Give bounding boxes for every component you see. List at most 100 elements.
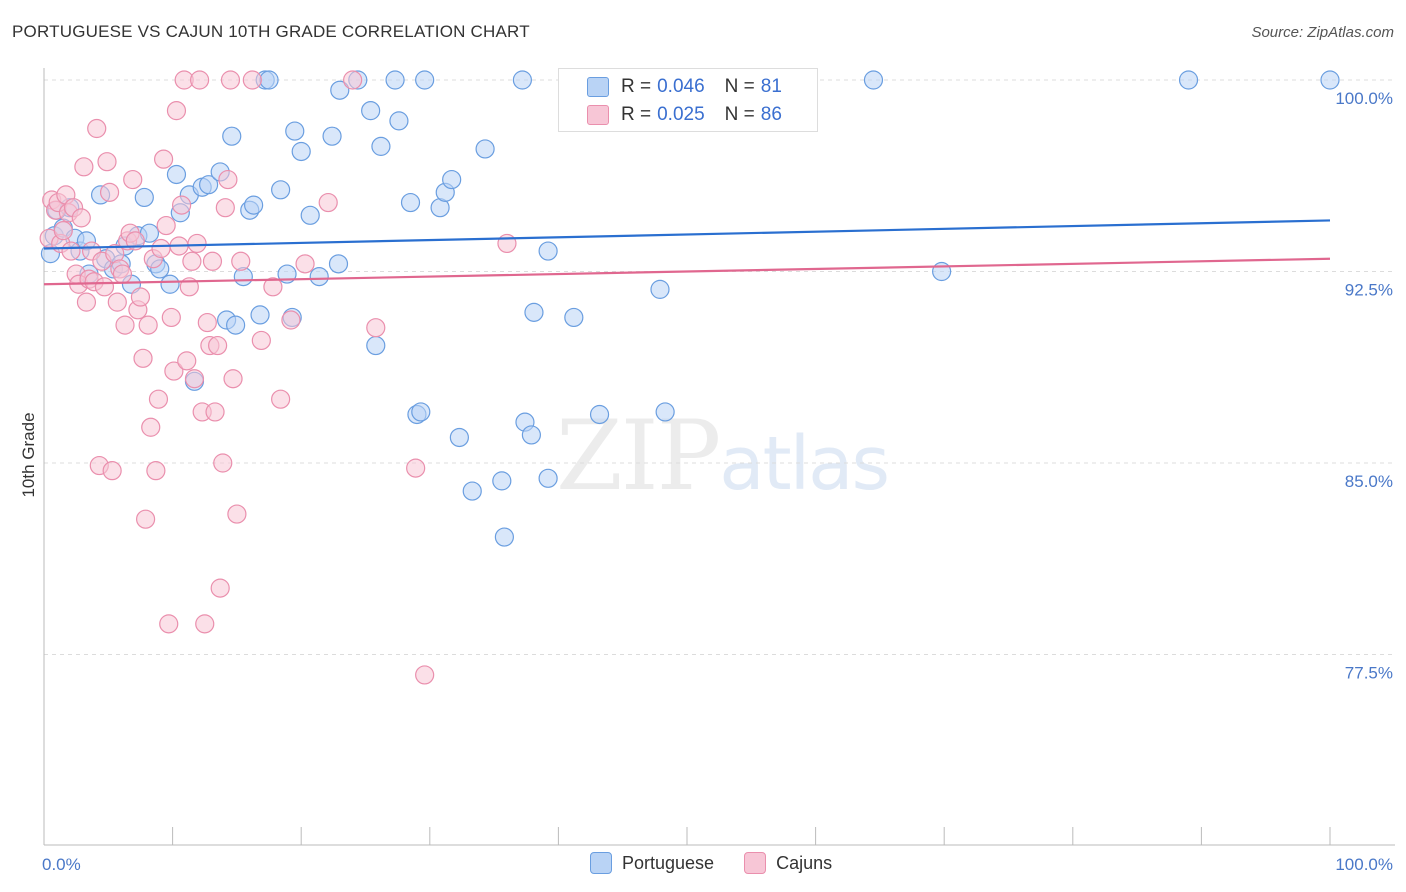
cajun-point <box>231 251 251 271</box>
n-value: 81 <box>760 76 782 97</box>
portuguese-point <box>366 335 386 356</box>
cajun-point <box>497 233 517 254</box>
cajun-point <box>97 152 117 172</box>
cajun-swatch <box>744 852 767 874</box>
legend-row-cajun: R = 0.025 N = 86 <box>587 101 782 129</box>
cajun-point <box>205 402 225 422</box>
cajun-point <box>148 389 169 409</box>
legend-label: Cajuns <box>776 852 833 873</box>
portuguese-point <box>564 307 584 328</box>
portuguese-point <box>322 126 342 146</box>
cajun-point <box>123 169 143 190</box>
portuguese-point <box>512 70 532 90</box>
cajun-point <box>406 458 426 478</box>
cajun-point <box>223 369 243 389</box>
legend-item-portuguese[interactable]: Portuguese <box>590 852 714 874</box>
cajun-point <box>74 157 94 177</box>
portuguese-point <box>492 471 512 491</box>
cajun-point <box>115 315 135 335</box>
portuguese-point <box>494 527 514 547</box>
portuguese-point <box>442 169 462 190</box>
portuguese-point <box>371 136 391 156</box>
portuguese-point <box>222 126 242 146</box>
n-value: 86 <box>760 104 782 125</box>
cajun-point <box>208 335 228 356</box>
legend-row-portuguese: R = 0.046 N = 81 <box>587 73 782 101</box>
cajun-point <box>218 169 238 190</box>
y-tick-label: 85.0% <box>1345 472 1393 491</box>
portuguese-point <box>538 468 558 488</box>
portuguese-trend-line <box>43 219 1331 250</box>
portuguese-point <box>524 302 544 322</box>
cajun-point <box>251 330 271 351</box>
portuguese-point <box>932 261 952 282</box>
legend-label: Portuguese <box>622 852 715 873</box>
legend-item-cajuns[interactable]: Cajuns <box>744 852 832 874</box>
cajun-point <box>130 287 151 307</box>
n-label: N = <box>724 76 755 97</box>
cajun-point <box>159 614 179 634</box>
cajun-point <box>76 292 97 312</box>
cajun-swatch <box>587 105 609 125</box>
stats-legend: R = 0.046 N = 81 R = 0.025 N = 86 <box>558 68 818 132</box>
y-tick-label: 77.5% <box>1345 664 1393 683</box>
portuguese-point <box>449 427 469 448</box>
cajun-point <box>210 578 230 598</box>
cajun-point <box>172 195 192 215</box>
cajun-point <box>135 509 156 529</box>
n-label: N = <box>724 104 755 125</box>
portuguese-point <box>330 80 350 100</box>
portuguese-point <box>400 192 421 213</box>
cajun-point <box>177 351 197 371</box>
cajun-point <box>53 221 73 241</box>
x-tick-label: 0.0% <box>42 855 81 874</box>
cajun-point <box>202 251 223 271</box>
cajun-point <box>166 101 187 121</box>
portuguese-point <box>309 267 329 287</box>
portuguese-point <box>411 402 431 422</box>
cajun-point <box>151 238 171 259</box>
cajun-point <box>138 315 158 335</box>
portuguese-point <box>244 195 264 215</box>
portuguese-point <box>226 315 246 335</box>
portuguese-point <box>589 404 610 425</box>
cajun-point <box>153 149 174 169</box>
portuguese-point <box>521 425 541 445</box>
grid-lines <box>44 79 1395 655</box>
portuguese-point <box>361 101 381 121</box>
cajun-point <box>133 348 153 368</box>
cajun-point <box>182 251 202 271</box>
source-label: Source: ZipAtlas.com <box>1251 24 1394 41</box>
cajun-point <box>195 614 215 634</box>
portuguese-point <box>1320 70 1340 90</box>
cajun-point <box>242 70 262 90</box>
cajun-point <box>295 254 315 274</box>
cajun-point <box>227 504 247 524</box>
trend-lines <box>43 219 1331 286</box>
r-value: 0.046 <box>657 76 705 97</box>
cajun-point <box>213 453 233 473</box>
cajun-point <box>107 292 127 312</box>
cajun-point <box>161 307 181 328</box>
cajun-point <box>102 461 122 481</box>
portuguese-point <box>285 121 305 141</box>
cajun-point <box>156 215 176 236</box>
cajun-point <box>61 241 81 261</box>
cajun-point <box>99 182 120 202</box>
cajun-point <box>318 192 338 213</box>
cajun-point <box>197 312 217 333</box>
portuguese-point <box>475 139 495 159</box>
cajun-point <box>343 70 363 90</box>
cajun-point <box>112 264 133 284</box>
cajun-point <box>220 70 241 90</box>
portuguese-point <box>538 241 558 261</box>
cajun-point <box>215 198 235 218</box>
portuguese-point <box>250 305 270 325</box>
y-axis-label: 10th Grade <box>19 412 38 497</box>
cajun-trend-line <box>43 257 1331 286</box>
portuguese-point <box>655 402 675 422</box>
portuguese-point <box>199 175 219 195</box>
portuguese-points <box>40 70 1340 547</box>
portuguese-point <box>863 70 884 90</box>
axes <box>43 68 1395 846</box>
